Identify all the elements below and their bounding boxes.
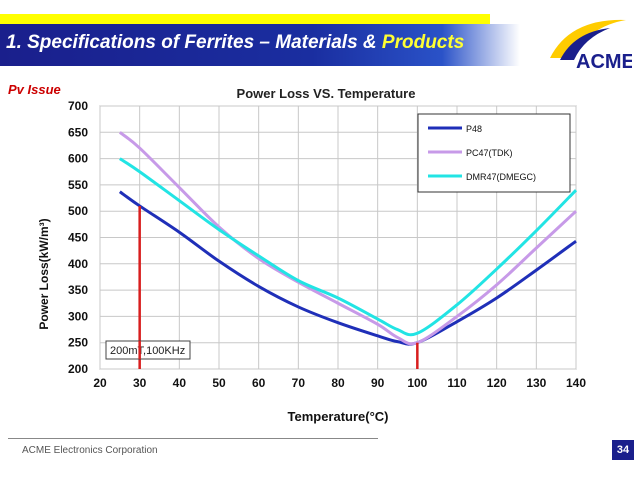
y-tick-label: 450 [68, 231, 88, 245]
series-line-dmr47-dmegc- [119, 157, 578, 337]
series-line-p48 [118, 190, 577, 346]
legend-label: PC47(TDK) [466, 148, 513, 158]
power-loss-chart: Power Loss VS. Temperature 20 30 40 50 60 70 8… [37, 86, 586, 424]
chart-annotation: 200mT,100KHz [105, 340, 191, 360]
y-tick-label: 200 [68, 362, 88, 376]
x-tick-label: 30 [133, 376, 147, 390]
x-tick-label: 140 [566, 376, 586, 390]
chart-title: Power Loss VS. Temperature [237, 86, 416, 101]
y-tick-label: 500 [68, 204, 88, 218]
x-tick-label: 100 [407, 376, 427, 390]
page-number: 34 [612, 440, 634, 460]
y-axis-label: Power Loss(kW/m³) [37, 218, 51, 329]
x-tick-label: 120 [487, 376, 507, 390]
x-tick-label: 130 [526, 376, 546, 390]
x-tick-label: 90 [371, 376, 385, 390]
series-line-pc47-tdk- [118, 131, 578, 346]
x-axis-label: Temperature(°C) [287, 409, 388, 424]
slide-title: 1. Specifications of Ferrites – Material… [6, 32, 464, 54]
subtitle: Pv Issue [8, 82, 61, 97]
y-tick-label: 300 [68, 309, 88, 323]
x-tick-label: 80 [331, 376, 345, 390]
acme-logo: ACME [550, 19, 632, 73]
title-bar: 1. Specifications of Ferrites – Material… [0, 14, 520, 66]
y-tick-label: 650 [68, 125, 88, 139]
annotation-text: 200mT,100KHz [110, 345, 185, 357]
slide-title-highlight: Products [381, 32, 465, 53]
title-background [0, 24, 520, 66]
x-tick-label: 40 [173, 376, 187, 390]
y-tick-label: 400 [68, 257, 88, 271]
slide-title-main: 1. Specifications of Ferrites – Material… [6, 32, 382, 53]
x-tick-label: 50 [212, 376, 226, 390]
y-tick-label: 600 [68, 152, 88, 166]
title-accent-stripe [0, 14, 490, 24]
x-tick-label: 20 [93, 376, 107, 390]
chart-grid [99, 105, 577, 370]
chart-legend: P48 PC47(TDK) DMR47(DMEGC) [417, 113, 571, 193]
footer-company: ACME Electronics Corporation [22, 445, 158, 456]
x-tick-label: 60 [252, 376, 266, 390]
chart-axes: 20 30 40 50 60 70 80 90 100 110 120 130 140 200 250 300… [68, 99, 586, 390]
legend-label: DMR47(DMEGC) [466, 172, 536, 182]
y-tick-label: 250 [68, 336, 88, 350]
y-tick-label: 550 [68, 178, 88, 192]
y-tick-label: 700 [68, 99, 88, 113]
annotation-box [105, 340, 191, 360]
logo-text: ACME [576, 51, 632, 73]
y-tick-label: 350 [68, 283, 88, 297]
x-tick-label: 70 [292, 376, 306, 390]
x-tick-label: 110 [447, 376, 467, 390]
logo-swoosh-inner [560, 28, 610, 60]
footer-divider [8, 438, 378, 439]
legend-label: P48 [466, 124, 482, 134]
chart-series [118, 131, 578, 346]
